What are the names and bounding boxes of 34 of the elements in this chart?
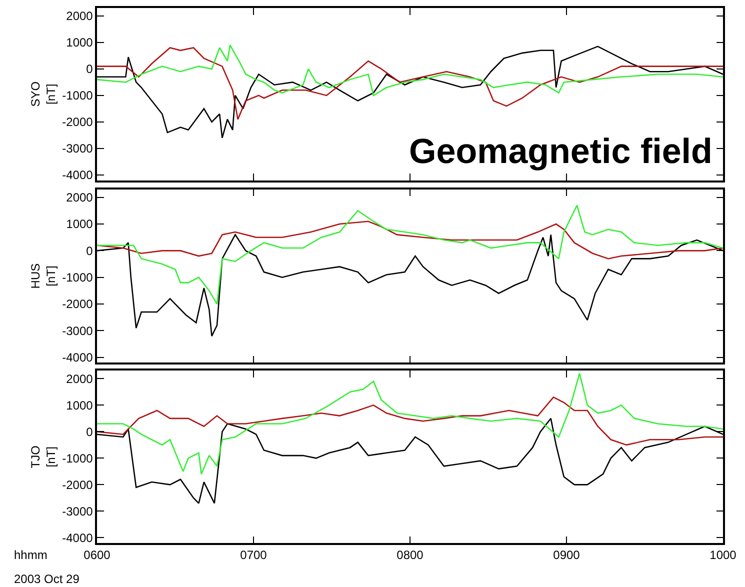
y-tick-label: -2000 — [62, 115, 94, 130]
y-axis-title: SYO [nT] — [28, 81, 58, 107]
y-axis-title: HUS [nT] — [28, 263, 58, 289]
y-tick-label: -1000 — [62, 451, 94, 466]
x-tick-label: 0800 — [396, 548, 424, 562]
y-tick-label: 0 — [86, 62, 94, 76]
y-tick-label: -4000 — [62, 350, 94, 365]
y-tick-label: 1000 — [66, 217, 94, 232]
y-tick-label: -3000 — [62, 324, 94, 338]
text: 2003 Oct 29 — [14, 572, 80, 586]
x-tick-label: 0700 — [240, 548, 268, 562]
y-tick-label: -4000 — [62, 530, 94, 545]
y-tick-label: 2000 — [66, 372, 94, 386]
text: hhmm — [14, 548, 48, 562]
x-tick-label: 0600 — [84, 548, 111, 562]
line-series — [97, 47, 723, 120]
y-tick-label: 0 — [86, 244, 94, 258]
y-tick-label: 2000 — [66, 9, 94, 24]
y-tick-label: 1000 — [66, 398, 94, 412]
line-series — [97, 44, 723, 96]
annotation: Geomagnetic field — [409, 132, 712, 171]
y-tick-label: -2000 — [62, 297, 94, 312]
x-tick-label: 0900 — [553, 548, 580, 562]
y-tick-label: -4000 — [62, 168, 94, 182]
x-tick-label: 1000 — [710, 548, 737, 562]
y-tick-label: -1000 — [62, 88, 94, 103]
y-tick-label: -3000 — [62, 504, 94, 518]
y-tick-label: 2000 — [66, 190, 94, 205]
y-tick-label: -3000 — [62, 142, 94, 156]
y-tick-label: 0 — [86, 424, 94, 439]
y-tick-label: -2000 — [62, 478, 94, 492]
y-tick-label: -1000 — [62, 270, 94, 285]
y-axis-title: TJO [nT] — [28, 446, 58, 468]
y-tick-label: 1000 — [66, 36, 94, 50]
